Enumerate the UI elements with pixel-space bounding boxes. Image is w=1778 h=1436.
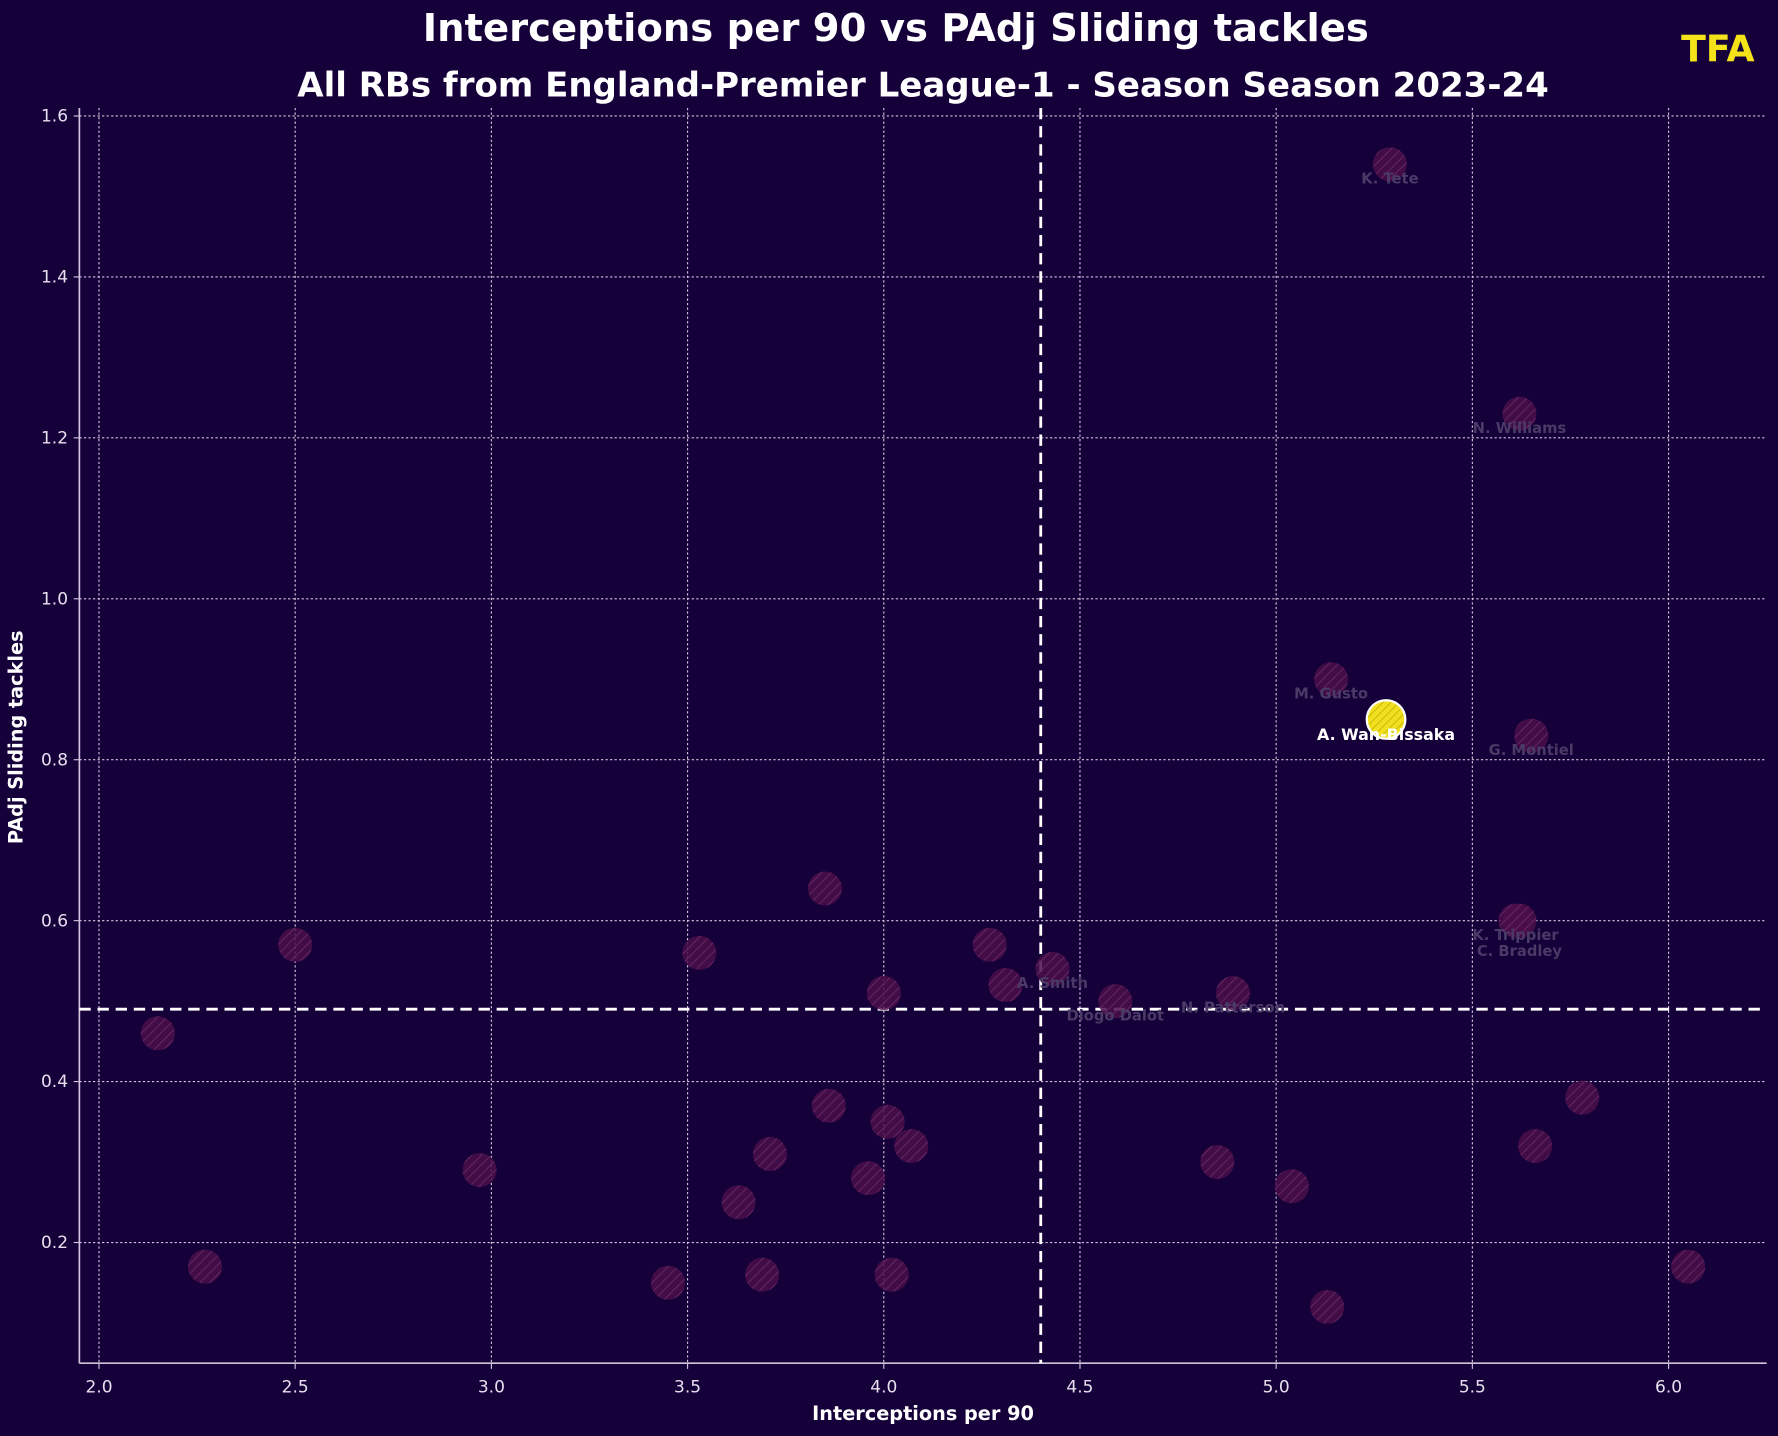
y-tick-label: 0.2 [41,1233,68,1253]
x-tick-label: 5.5 [1459,1378,1486,1398]
x-tick-label: 2.0 [85,1378,112,1398]
y-tick-label: 1.4 [41,268,68,288]
y-tick-label: 0.8 [41,750,68,770]
highlighted-point-hatch [1367,701,1405,738]
y-axis-label: PAdj Sliding tackles [5,630,28,844]
x-tick-label: 2.5 [282,1378,309,1398]
data-point-hatch [1671,1249,1706,1284]
data-point-hatch [972,927,1007,962]
x-tick-label: 3.5 [674,1378,701,1398]
data-point-hatch [1200,1145,1235,1180]
x-tick-label: 4.5 [1066,1378,1093,1398]
data-point-hatch [851,1161,886,1196]
x-tick-label: 6.0 [1655,1378,1682,1398]
y-tick-label: 0.4 [41,1072,68,1092]
data-point-hatch [1310,1289,1345,1324]
point-label: N. Patterson [1181,999,1285,1016]
axes: 2.0 2.5 3.0 3.5 4.0 4.5 5.0 5.5 6.0 0.2 0.4 0.6 0.8 1… [41,107,1767,1398]
data-point-hatch [1514,718,1549,753]
y-tick-label: 1.6 [41,107,68,127]
data-point-hatch [682,935,717,970]
data-point-hatch [988,968,1023,1003]
data-point-hatch [650,1265,685,1300]
point-label: Diogo Dalot [1066,1007,1164,1024]
points: K. Tete N. Williams M. Gusto G. Montiel K. T… [140,147,1706,1324]
chart-subtitle: All RBs from England-Premier League-1 - … [297,66,1548,106]
data-point-hatch [462,1153,497,1188]
point-label: G. Montiel [1489,742,1574,759]
data-point-hatch [874,1257,909,1292]
x-axis-label: Interceptions per 90 [812,1402,1034,1425]
data-point-hatch [187,1249,222,1284]
data-point-hatch [870,1104,905,1139]
data-point-hatch [807,871,842,906]
point-label: A. Smith [1017,975,1088,992]
data-point-hatch [278,927,313,962]
data-point-hatch [1502,396,1537,431]
point-label: N. Williams [1473,420,1567,437]
grid [79,107,1767,1364]
point-label: K. Tete [1361,171,1418,188]
chart-title: Interceptions per 90 vs PAdj Sliding tac… [423,6,1369,51]
data-point-hatch [1518,1128,1553,1163]
data-point-hatch [745,1257,780,1292]
data-point-hatch [894,1128,929,1163]
y-tick-label: 0.6 [41,911,68,931]
data-point-hatch [1035,951,1070,986]
data-point-hatch [1314,662,1349,697]
data-point-hatch [140,1016,175,1051]
x-tick-label: 4.0 [870,1378,897,1398]
y-tick-label: 1.2 [41,429,68,449]
data-point-hatch [1274,1169,1309,1204]
data-point-hatch [811,1088,846,1123]
x-tick-label: 5.0 [1263,1378,1290,1398]
data-point-hatch [866,976,901,1011]
y-tick-label: 1.0 [41,589,68,609]
point-label: C. Bradley [1477,943,1563,960]
point-label: M. Gusto [1294,686,1368,703]
tfa-logo: TFA [1681,27,1754,70]
highlighted-point-label: A. Wan-Bissaka [1317,725,1455,744]
point-label: K. Trippier [1472,927,1559,944]
mean-lines [79,107,1767,1364]
data-point-hatch [1098,984,1133,1019]
data-point-hatch [752,1136,787,1172]
x-tick-label: 3.0 [478,1378,505,1398]
data-point-hatch [1565,1080,1600,1115]
data-point-hatch [1502,903,1537,938]
data-point-hatch [1215,976,1251,1011]
data-point-hatch [1372,147,1407,182]
data-point-hatch [721,1185,756,1220]
